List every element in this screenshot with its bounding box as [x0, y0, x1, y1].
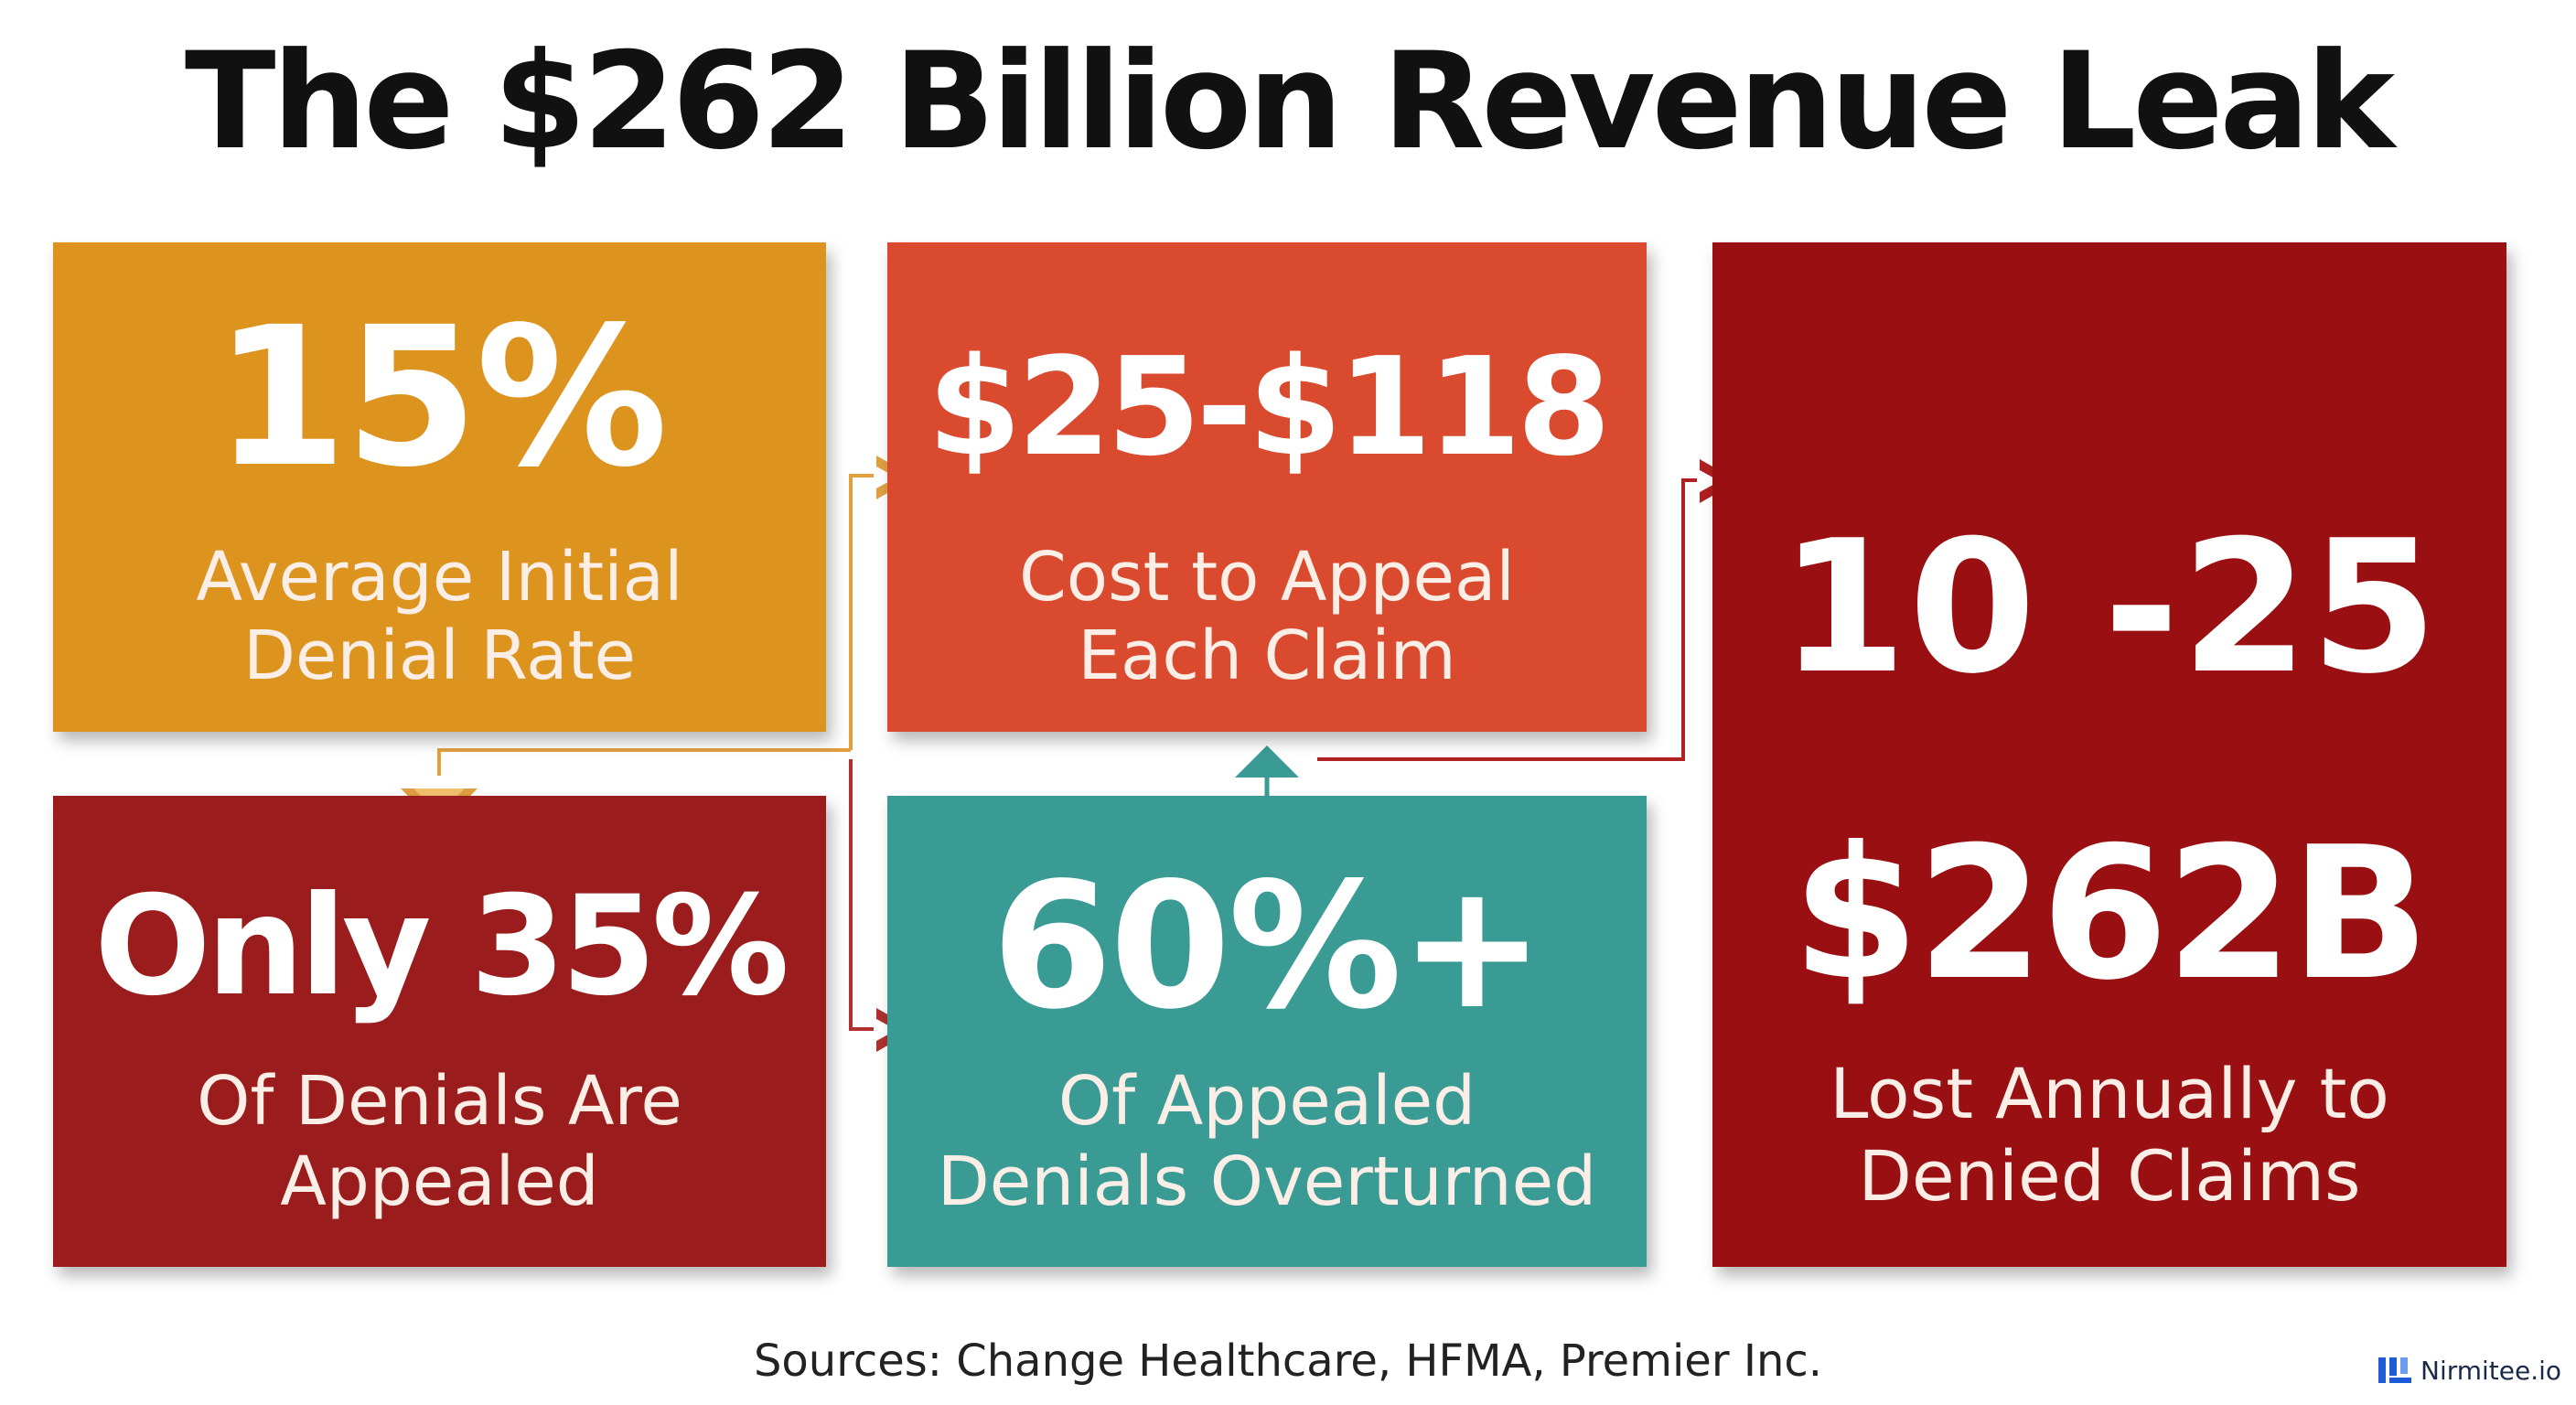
stat-value-top: 10 -25 [1779, 501, 2440, 714]
stat-card-annual-loss: 10 -25 $262B Lost Annually to Denied Cla… [1712, 242, 2506, 1267]
stat-card-denial-rate: 15% Average Initial Denial Rate [53, 242, 826, 732]
stat-value: 15% [213, 285, 669, 509]
stat-card-appeal-cost: $25-$118 Cost to Appeal Each Claim [887, 242, 1647, 732]
stat-label-line1: Cost to Appeal [1019, 538, 1515, 617]
stat-label-line1: Of Appealed [1057, 1062, 1476, 1141]
connector-line-1-3 [437, 748, 851, 776]
connector-arrow-4-2 [1235, 745, 1299, 778]
nirmitee-logo-icon [2378, 1357, 2411, 1383]
stat-label-line1: Average Initial [196, 538, 683, 617]
stat-label-line2: Each Claim [1078, 617, 1456, 695]
stat-card-overturned: 60%+ Of Appealed Denials Overturned [887, 796, 1647, 1267]
sources-footnote: Sources: Change Healthcare, HFMA, Premie… [753, 1335, 1823, 1387]
stat-value: Only 35% [94, 867, 789, 1026]
stat-value: 60%+ [992, 845, 1545, 1047]
page-title: The $262 Billion Revenue Leak [184, 24, 2395, 179]
stat-label-line2: Denials Overturned [937, 1142, 1597, 1221]
connector-line-1-2 [849, 474, 874, 750]
logo-text: Nirmitee.io [2420, 1355, 2562, 1386]
stat-label-line1: Of Denials Are [197, 1062, 682, 1141]
brand-logo: Nirmitee.io [2377, 1348, 2561, 1392]
stat-value: $25-$118 [927, 328, 1611, 486]
stat-value: $262B [1791, 808, 2430, 1021]
stat-label-line2: Appealed [280, 1142, 599, 1221]
stat-label-line1: Lost Annually to [1830, 1053, 2389, 1134]
connector-line-3-4 [849, 759, 874, 1031]
stat-label-line2: Denied Claims [1858, 1135, 2361, 1217]
stat-card-appealed-share: Only 35% Of Denials Are Appealed [53, 796, 826, 1267]
stat-label-line2: Denial Rate [242, 617, 637, 695]
